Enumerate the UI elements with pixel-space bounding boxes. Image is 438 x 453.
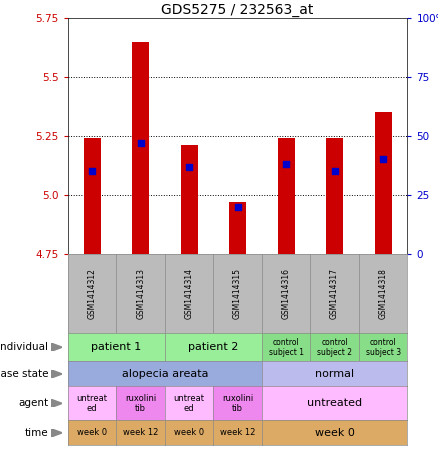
Text: disease state: disease state <box>0 369 48 379</box>
Text: control
subject 2: control subject 2 <box>317 337 352 357</box>
Text: alopecia areata: alopecia areata <box>122 369 208 379</box>
Text: GSM1414317: GSM1414317 <box>330 268 339 319</box>
Polygon shape <box>51 343 62 352</box>
Title: GDS5275 / 232563_at: GDS5275 / 232563_at <box>162 3 314 17</box>
Text: GSM1414318: GSM1414318 <box>378 268 388 319</box>
Text: week 12: week 12 <box>220 429 255 437</box>
Polygon shape <box>51 429 62 437</box>
Text: control
subject 1: control subject 1 <box>268 337 304 357</box>
Text: GSM1414315: GSM1414315 <box>233 268 242 319</box>
Text: ruxolini
tib: ruxolini tib <box>222 394 253 413</box>
Bar <box>374 112 392 254</box>
Text: time: time <box>25 428 48 438</box>
Bar <box>278 138 295 254</box>
Text: untreat
ed: untreat ed <box>77 394 108 413</box>
Text: agent: agent <box>18 398 48 409</box>
Bar <box>84 138 101 254</box>
Text: GSM1414313: GSM1414313 <box>136 268 145 319</box>
Text: untreated: untreated <box>307 398 362 409</box>
Text: GSM1414312: GSM1414312 <box>88 268 97 319</box>
Text: week 0: week 0 <box>314 428 354 438</box>
Point <box>186 163 193 170</box>
Text: week 12: week 12 <box>123 429 158 437</box>
Bar <box>180 145 198 254</box>
Text: normal: normal <box>315 369 354 379</box>
Point <box>331 168 338 175</box>
Bar <box>229 202 246 254</box>
Polygon shape <box>51 370 62 378</box>
Text: week 0: week 0 <box>174 429 204 437</box>
Text: patient 1: patient 1 <box>91 342 141 352</box>
Polygon shape <box>51 400 62 408</box>
Point <box>380 156 387 163</box>
Bar <box>326 138 343 254</box>
Text: patient 2: patient 2 <box>188 342 239 352</box>
Bar <box>132 42 149 254</box>
Text: GSM1414314: GSM1414314 <box>185 268 194 319</box>
Text: control
subject 3: control subject 3 <box>366 337 401 357</box>
Text: ruxolini
tib: ruxolini tib <box>125 394 156 413</box>
Point <box>283 160 290 168</box>
Text: GSM1414316: GSM1414316 <box>282 268 290 319</box>
Point <box>88 168 95 175</box>
Text: individual: individual <box>0 342 48 352</box>
Point <box>137 140 144 147</box>
Text: untreat
ed: untreat ed <box>173 394 205 413</box>
Text: week 0: week 0 <box>77 429 107 437</box>
Point <box>234 203 241 210</box>
